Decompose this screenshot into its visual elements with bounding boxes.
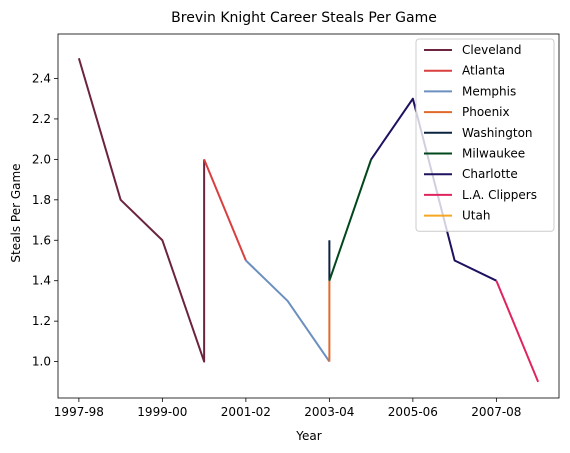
x-axis-label: Year (295, 429, 321, 443)
legend-label: Utah (462, 209, 490, 223)
y-tick-label: 1.6 (32, 233, 51, 247)
x-tick-label: 2003-04 (304, 405, 354, 419)
plot-frame (57, 33, 560, 399)
chart-title: Brevin Knight Career Steals Per Game (171, 10, 437, 26)
x-tick-label: 2001-02 (221, 405, 271, 419)
y-tick-label: 2.2 (32, 112, 51, 126)
y-tick-label: 1.4 (32, 274, 51, 288)
x-tick-label: 2007-08 (471, 405, 521, 419)
legend-label: Memphis (462, 84, 516, 98)
series-line-1 (203, 158, 247, 261)
y-axis-label: Steals Per Game (9, 163, 23, 262)
legend-label: Phoenix (462, 105, 510, 119)
y-axis: 1.0 1.2 1.4 1.6 1.8 2.0 2.2 2.4 (32, 71, 58, 369)
legend-box (415, 38, 555, 232)
legend-label: Washington (462, 126, 533, 140)
y-tick-label: 2.0 (32, 152, 51, 166)
series-line-0 (77, 57, 206, 363)
y-tick-label: 2.4 (32, 71, 51, 85)
series-line-2 (245, 259, 331, 363)
legend-label: Atlanta (462, 64, 505, 78)
legend-label: Milwaukee (462, 147, 525, 161)
legend-label: L.A. Clippers (462, 188, 537, 202)
x-tick-label: 2005-06 (388, 405, 438, 419)
legend: Cleveland Atlanta Memphis Phoenix Washington… (415, 38, 555, 232)
legend-label: Charlotte (462, 167, 518, 181)
x-axis: 1997-98 1999-00 2001-02 2003-04 2005-06 2007-… (54, 398, 521, 419)
x-tick-label: 1997-98 (54, 405, 104, 419)
legend-label: Cleveland (462, 43, 522, 57)
series-line-7 (495, 280, 540, 383)
y-tick-label: 1.0 (32, 355, 51, 369)
y-tick-label: 1.8 (32, 193, 51, 207)
series-line-5 (328, 159, 373, 282)
y-tick-label: 1.2 (32, 314, 51, 328)
x-tick-label: 1999-00 (137, 405, 187, 419)
